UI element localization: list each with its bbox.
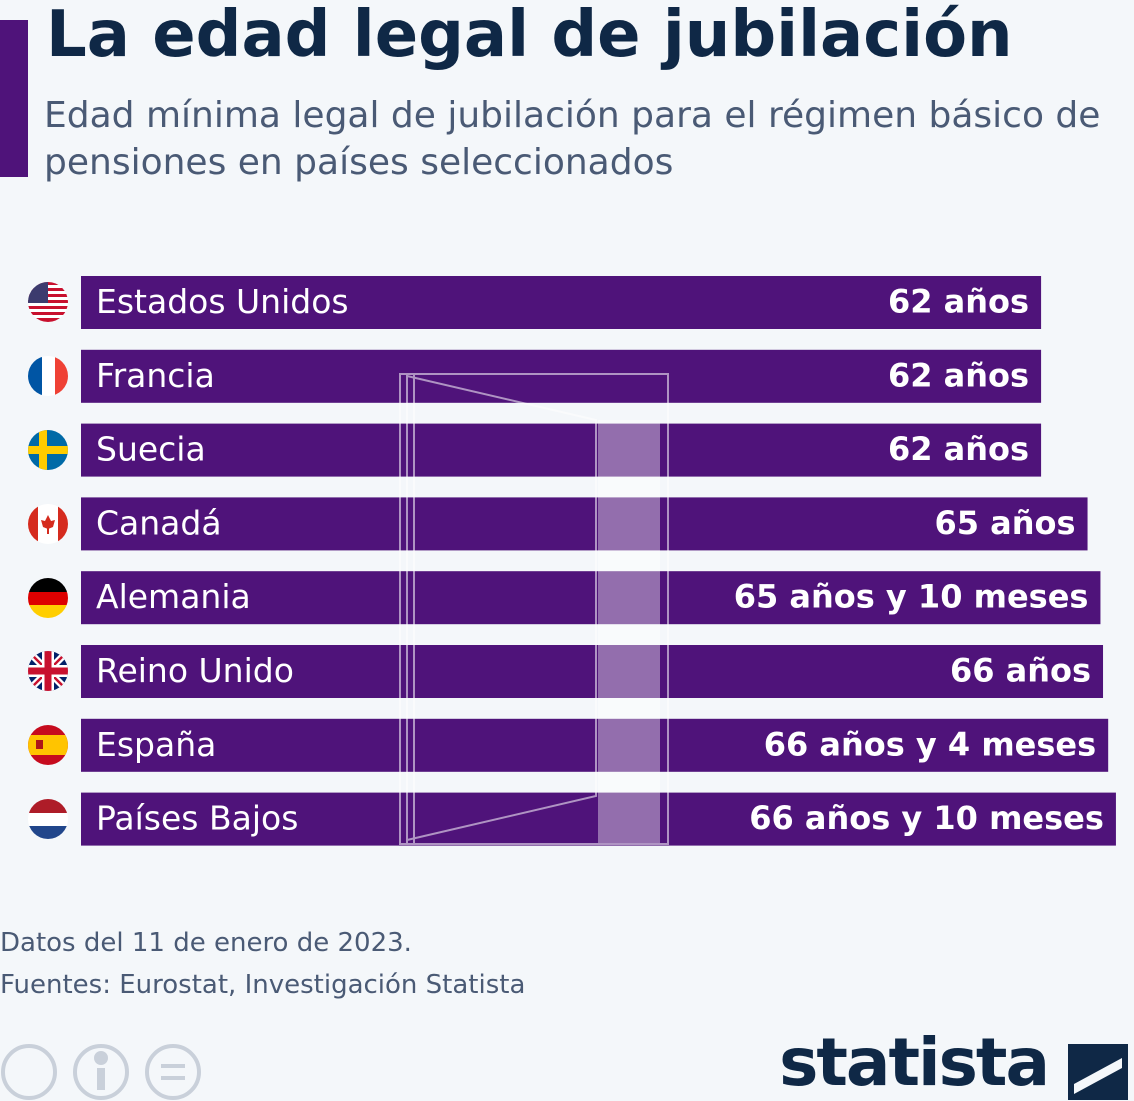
value-label: 66 años y 10 meses	[749, 799, 1104, 837]
bar	[81, 349, 1042, 403]
value-label: 66 años	[950, 652, 1091, 690]
flag-nl	[28, 799, 68, 839]
bar	[81, 792, 1116, 846]
value-label: 65 años	[934, 504, 1075, 542]
category-label: Reino Unido	[96, 651, 294, 690]
bar	[81, 718, 1109, 772]
category-label: Canadá	[96, 503, 222, 542]
flag-es	[28, 725, 68, 765]
bars: Estados Unidos 62 años Francia 62 años Sueci…	[81, 276, 1116, 846]
flag-us	[28, 282, 68, 322]
flag-se	[28, 430, 68, 470]
value-label: 62 años	[888, 283, 1029, 321]
logo: statista	[779, 1024, 1050, 1101]
category-label: Francia	[96, 356, 215, 395]
value-label: 62 años	[888, 430, 1029, 468]
category-label: Alemania	[96, 577, 251, 616]
note: Datos del 11 de enero de 2023.	[0, 928, 412, 958]
bar	[81, 645, 1104, 698]
value-label: 65 años y 10 meses	[734, 578, 1089, 616]
bar	[81, 276, 1042, 329]
category-label: Suecia	[96, 430, 206, 469]
flags	[28, 282, 68, 839]
flag-de	[28, 578, 68, 618]
license-icons	[1, 1044, 201, 1100]
logo-mark	[1068, 1044, 1128, 1100]
chart-subtitle: Edad mínima legal de jubilación para el …	[44, 95, 1101, 183]
flag-ca	[28, 504, 68, 544]
accent-bar	[0, 20, 28, 177]
category-label: Países Bajos	[96, 799, 298, 838]
bar	[81, 571, 1101, 625]
watermark	[399, 373, 669, 845]
flag-uk	[28, 651, 68, 691]
category-label: España	[96, 725, 216, 764]
flag-fr	[28, 356, 68, 396]
value-label: 62 años	[888, 356, 1029, 394]
bar	[81, 423, 1042, 477]
source: Fuentes: Eurostat, Investigación Statist…	[0, 970, 526, 1000]
category-label: Estados Unidos	[96, 282, 349, 321]
bar	[81, 497, 1088, 551]
value-label: 66 años y 4 meses	[764, 725, 1096, 763]
chart-title: La edad legal de jubilación	[46, 0, 1013, 72]
